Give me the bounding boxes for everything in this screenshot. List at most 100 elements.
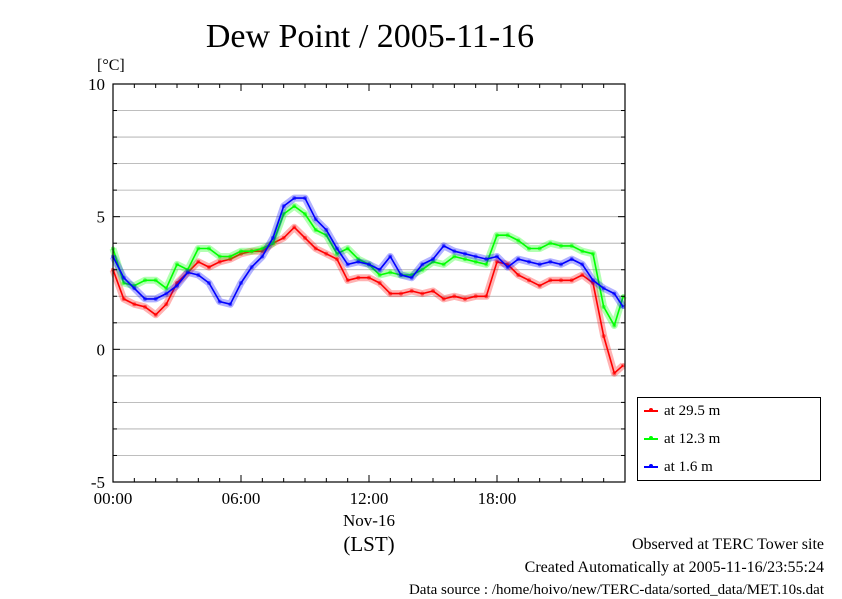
data-point: [569, 257, 574, 262]
data-point: [580, 273, 585, 277]
data-point: [548, 278, 553, 283]
data-point: [388, 291, 393, 296]
data-point: [527, 278, 531, 283]
data-point: [281, 204, 286, 209]
data-point: [591, 278, 595, 283]
data-point: [143, 304, 147, 309]
data-point: [580, 262, 585, 267]
data-point: [132, 286, 137, 291]
data-point: [324, 227, 329, 232]
legend-item-1-6m: at 1.6 m: [644, 457, 713, 477]
data-point: [303, 212, 307, 216]
data-point: [473, 294, 478, 299]
data-point: [452, 249, 457, 254]
data-point: [537, 283, 542, 288]
data-point: [313, 246, 318, 251]
y-tick-labels: 10 5 0 -5: [88, 75, 105, 492]
data-point: [452, 294, 457, 299]
x-tick-labels: 00:00 06:00 12:00 18:00: [94, 489, 517, 508]
data-point: [313, 217, 318, 222]
data-point: [121, 275, 126, 280]
data-point: [484, 294, 489, 299]
data-point: [153, 278, 158, 283]
data-point: [345, 278, 350, 283]
data-point: [569, 278, 574, 283]
y-tick-label: 5: [97, 208, 106, 227]
data-point: [281, 235, 286, 240]
data-point: [505, 233, 510, 238]
data-point: [292, 196, 297, 201]
data-point: [313, 227, 318, 232]
data-point: [484, 262, 489, 267]
data-point: [356, 259, 361, 264]
data-point: [292, 204, 297, 209]
data-point: [164, 286, 169, 291]
data-point: [175, 283, 179, 288]
data-point: [249, 265, 254, 270]
data-point: [196, 273, 201, 277]
legend-item-12-3m: at 12.3 m: [644, 429, 720, 449]
data-point: [356, 275, 361, 280]
chart-legend: at 29.5 m at 12.3 m at 1.6 m: [637, 397, 821, 481]
data-point: [260, 254, 265, 259]
legend-label: at 12.3 m: [664, 430, 721, 447]
data-point: [207, 281, 211, 285]
legend-label: at 29.5 m: [664, 402, 721, 419]
data-point: [463, 296, 467, 301]
data-point: [271, 241, 275, 246]
legend-item-29-5m: at 29.5 m: [644, 401, 720, 421]
data-point: [559, 262, 563, 267]
data-point: [441, 243, 446, 248]
data-point: [217, 299, 222, 304]
series-layer: [109, 194, 627, 377]
data-point: [303, 196, 307, 201]
data-point: [591, 251, 595, 256]
data-point: [367, 275, 371, 280]
data-point: [239, 249, 243, 254]
data-point: [228, 254, 233, 259]
data-point: [207, 265, 211, 270]
data-point: [303, 235, 307, 240]
data-point: [164, 302, 169, 307]
data-point: [121, 281, 126, 285]
footer-created-time: Created Automatically at 2005-11-16/23:5…: [524, 559, 824, 576]
data-point: [399, 273, 403, 277]
data-point: [409, 289, 414, 293]
data-point: [420, 262, 425, 267]
footer-observed-site: Observed at TERC Tower site: [631, 536, 824, 553]
data-point: [143, 296, 147, 301]
series-2: [109, 194, 627, 309]
data-point: [271, 235, 275, 240]
footer-data-source: Data source : /home/hoivo/new/TERC-data/…: [408, 582, 824, 598]
legend-swatch-green: [644, 436, 658, 440]
data-point: [516, 257, 521, 262]
data-point: [601, 304, 606, 309]
legend-swatch-blue: [644, 464, 658, 468]
series-band: [109, 194, 627, 309]
data-point: [377, 273, 382, 277]
data-point: [260, 246, 265, 251]
data-point: [516, 238, 521, 243]
x-tick-label: 00:00: [94, 489, 133, 508]
data-point: [228, 302, 233, 307]
x-axis-label: (LST): [343, 532, 394, 556]
data-point: [121, 296, 126, 301]
data-point: [559, 243, 563, 248]
x-tick-label: 12:00: [350, 489, 389, 508]
x-tick-label: 06:00: [222, 489, 261, 508]
data-point: [217, 259, 222, 264]
data-point: [281, 212, 286, 216]
data-point: [292, 225, 297, 230]
grid-lines: [113, 110, 625, 456]
data-point: [367, 262, 371, 267]
data-point: [409, 275, 414, 280]
date-label: Nov-16: [343, 511, 395, 530]
data-point: [452, 254, 457, 259]
data-point: [196, 259, 201, 264]
data-point: [377, 267, 382, 272]
data-point: [612, 291, 617, 296]
data-point: [473, 254, 478, 259]
data-point: [527, 246, 531, 251]
tick-marks: [112, 83, 626, 483]
